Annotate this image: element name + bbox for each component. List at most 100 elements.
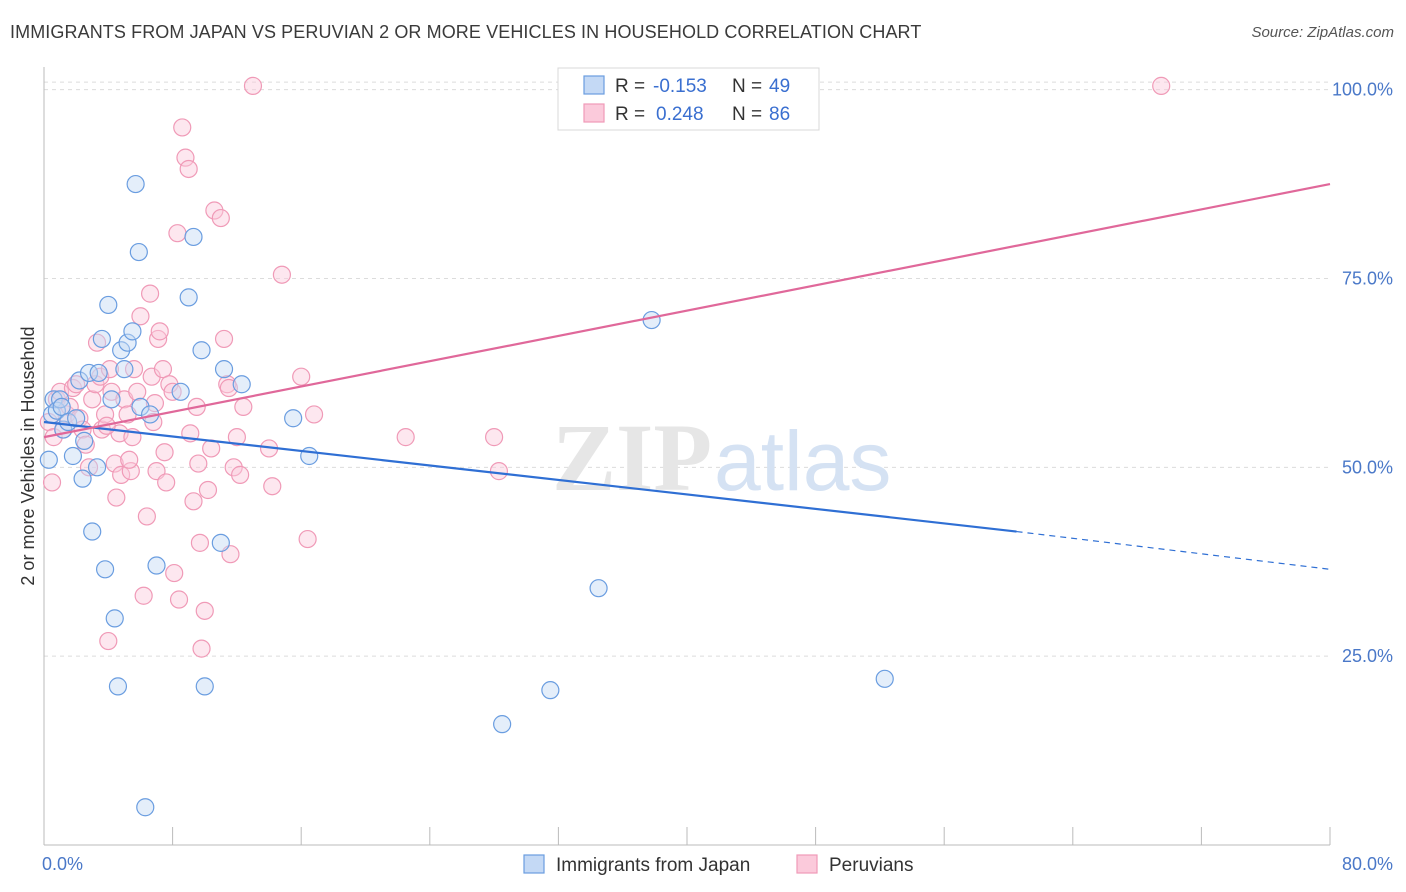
- peruvians-point-77: [485, 428, 504, 447]
- japan-point-39: [214, 360, 234, 379]
- legend-n-label-japan: N =: [732, 76, 762, 97]
- peruvians-point-28: [121, 462, 140, 481]
- peruvians-point-25: [112, 465, 131, 484]
- peruvians-point-34: [137, 507, 156, 526]
- bottom-legend-swatch-japan: [523, 854, 545, 874]
- peruvians-point-61: [211, 208, 230, 228]
- peruvians-point-51: [179, 159, 198, 179]
- japan-point-15: [87, 458, 107, 477]
- japan-point-16: [89, 363, 108, 383]
- peruvians-point-53: [184, 492, 203, 511]
- japan-point-14: [83, 522, 102, 541]
- peruvians-point-56: [192, 639, 211, 658]
- japan-point-43: [493, 715, 512, 734]
- source-label: Source: ZipAtlas.com: [1251, 24, 1394, 41]
- peruvians-point-83: [190, 533, 210, 552]
- japan-point-29: [131, 397, 150, 417]
- peruvians-point-75: [304, 405, 324, 424]
- peruvians-point-32: [131, 307, 150, 326]
- peruvians-point-78: [489, 462, 509, 481]
- japan-trend-line: [43, 420, 1017, 533]
- japan-point-25: [118, 333, 137, 352]
- japan-point-34: [179, 288, 198, 307]
- japan-point-21: [105, 609, 124, 628]
- japan-point-23: [112, 341, 131, 360]
- japan-point-20: [102, 390, 121, 409]
- x-tick-label-min: 0.0%: [42, 854, 83, 874]
- bottom-legend-swatch-peruvians: [796, 854, 818, 874]
- japan-point-4: [50, 390, 70, 409]
- peruvians-point-60: [205, 201, 224, 220]
- peruvians-point-66: [227, 428, 246, 447]
- bottom-legend: Immigrants from Japan Peruvians: [523, 854, 914, 876]
- legend: R = -0.153 N = 49 R = 0.248 N = 86: [557, 67, 820, 131]
- legend-swatch-peruvians: [583, 103, 605, 123]
- peruvians-point-40: [150, 322, 169, 341]
- japan-point-35: [184, 227, 203, 247]
- legend-n-value-japan: 49: [769, 76, 790, 97]
- peruvians-point-50: [176, 148, 195, 167]
- japan-point-24: [115, 360, 134, 379]
- japan-point-8: [63, 446, 83, 466]
- peruvians-point-33: [134, 586, 153, 605]
- peruvians-point-79: [1152, 76, 1171, 95]
- watermark-atlas: atlas: [714, 414, 891, 508]
- peruvians-point-65: [224, 458, 243, 477]
- peruvians-point-46: [165, 563, 184, 583]
- peruvians-point-47: [168, 224, 187, 243]
- peruvians-point-73: [292, 367, 311, 386]
- japan-trend-extension: [1016, 530, 1331, 570]
- peruvians-point-35: [140, 284, 160, 303]
- legend-r-label-peruvians: R =: [615, 104, 645, 125]
- japan-point-33: [171, 382, 190, 401]
- japan-point-13: [79, 363, 99, 383]
- peruvians-point-14: [83, 390, 102, 409]
- japan-point-10: [70, 371, 89, 390]
- japan-point-17: [92, 329, 111, 349]
- peruvians-point-82: [145, 394, 165, 413]
- peruvians-point-57: [195, 601, 214, 620]
- peruvians-points: [39, 76, 1171, 658]
- legend-r-label-japan: R =: [615, 76, 645, 97]
- peruvians-point-69: [243, 76, 263, 95]
- bottom-legend-peruvians: Peruvians: [829, 855, 914, 876]
- japan-point-40: [232, 375, 251, 394]
- peruvians-point-48: [169, 590, 189, 609]
- y-tick-label-3: 100.0%: [1332, 80, 1393, 100]
- peruvians-point-19: [95, 405, 115, 424]
- peruvians-point-74: [298, 529, 317, 549]
- japan-point-12: [75, 431, 94, 450]
- peruvians-point-67: [231, 465, 250, 484]
- peruvians-point-41: [153, 360, 173, 379]
- peruvians-point-30: [124, 360, 144, 379]
- peruvians-point-1: [42, 473, 62, 492]
- japan-point-28: [129, 242, 148, 262]
- japan-point-42: [300, 446, 319, 466]
- peruvians-point-23: [107, 488, 126, 507]
- peruvians-point-58: [198, 480, 218, 500]
- japan-point-0: [39, 450, 58, 469]
- japan-point-26: [123, 322, 142, 341]
- peruvians-point-49: [173, 118, 192, 137]
- peruvians-point-22: [105, 454, 124, 473]
- bottom-legend-japan: Immigrants from Japan: [556, 855, 750, 876]
- peruvians-point-68: [234, 397, 253, 417]
- y-tick-label-1: 50.0%: [1342, 457, 1393, 477]
- japan-point-37: [195, 677, 214, 696]
- gridlines: [44, 81, 1330, 657]
- legend-swatch-japan: [583, 75, 605, 95]
- axes: [43, 67, 1331, 846]
- japan-point-27: [126, 174, 145, 194]
- japan-point-11: [73, 469, 92, 488]
- chart-title: IMMIGRANTS FROM JAPAN VS PERUVIAN 2 OR M…: [10, 22, 922, 42]
- legend-r-value-peruvians: 0.248: [656, 104, 704, 125]
- peruvians-trend-line: [43, 182, 1331, 439]
- peruvians-point-76: [396, 428, 415, 447]
- japan-point-32: [147, 556, 166, 575]
- y-tick-label-0: 25.0%: [1342, 646, 1393, 666]
- peruvians-point-42: [155, 443, 174, 462]
- japan-point-44: [541, 681, 560, 700]
- y-tick-label-2: 75.0%: [1342, 268, 1393, 288]
- y-axis-label: 2 or more Vehicles in Household: [18, 326, 38, 585]
